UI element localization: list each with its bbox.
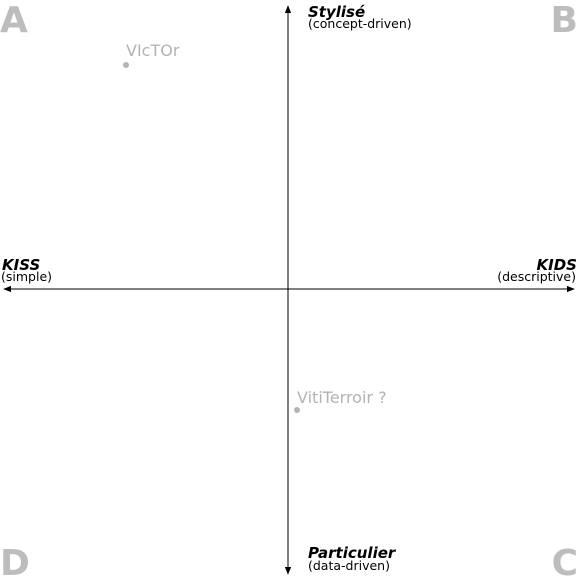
corner-label-a: A [0,0,28,41]
point-vititerroir-label: VitiTerroir ? [297,388,387,407]
corner-label-d: D [0,543,30,578]
point-victor-dot [123,62,129,68]
axis-bottom-subtitle: (data-driven) [308,558,390,573]
axis-bottom-title: Particulier [308,544,397,562]
corner-label-c: C [552,543,578,578]
axis-right-subtitle: (descriptive) [497,269,576,284]
axis-left-subtitle: (simple) [1,269,52,284]
axis-right-title: KIDS [537,256,577,274]
axis-left-title: KISS [2,256,40,274]
point-vititerroir-dot [294,407,300,413]
point-victor-label: VIcTOr [126,41,180,60]
corner-label-b: B [551,0,578,41]
axis-top-subtitle: (concept-driven) [308,16,412,31]
axis-top-title: Stylisé [308,3,365,21]
